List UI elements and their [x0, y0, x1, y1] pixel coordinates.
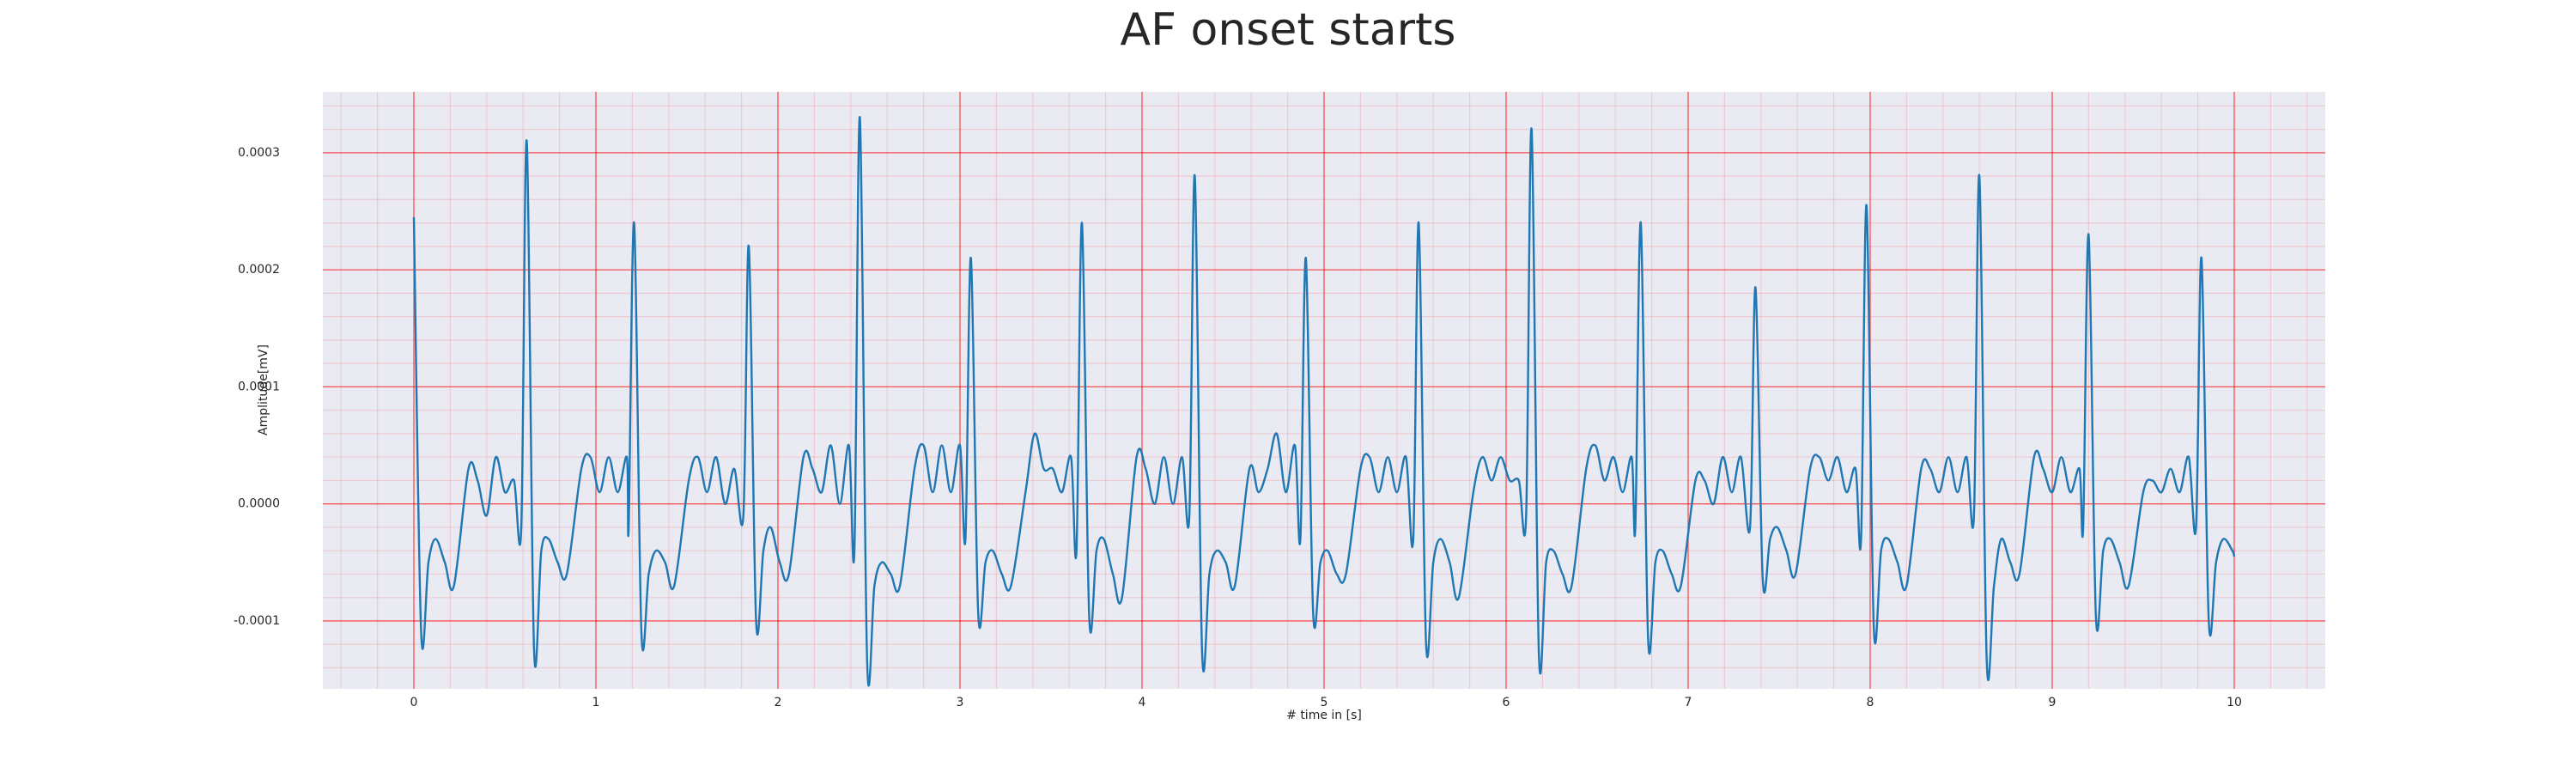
y-axis-label: Amplitude[mV]	[257, 344, 270, 435]
y-tick-label: 0.0001	[238, 380, 280, 393]
x-tick-label: 5	[1321, 696, 1328, 709]
x-tick-label: 6	[1503, 696, 1510, 709]
x-tick-label: 9	[2049, 696, 2057, 709]
y-tick-label: -0.0001	[234, 614, 280, 628]
chart-title: AF onset starts	[1121, 4, 1456, 56]
ecg-line	[412, 116, 2236, 687]
grid	[323, 92, 2325, 689]
y-tick-label: 0.0000	[238, 497, 280, 511]
x-tick-label: 8	[1867, 696, 1874, 709]
x-tick-label: 7	[1685, 696, 1692, 709]
x-axis-label: # time in [s]	[1286, 709, 1362, 722]
y-tick-label: 0.0003	[238, 146, 280, 160]
x-tick-label: 1	[592, 696, 600, 709]
y-tick-label: 0.0002	[238, 263, 280, 277]
x-tick-label: 2	[775, 696, 782, 709]
x-tick-label: 4	[1139, 696, 1146, 709]
x-tick-label: 0	[410, 696, 418, 709]
x-tick-label: 10	[2227, 696, 2242, 709]
x-tick-label: 3	[957, 696, 964, 709]
